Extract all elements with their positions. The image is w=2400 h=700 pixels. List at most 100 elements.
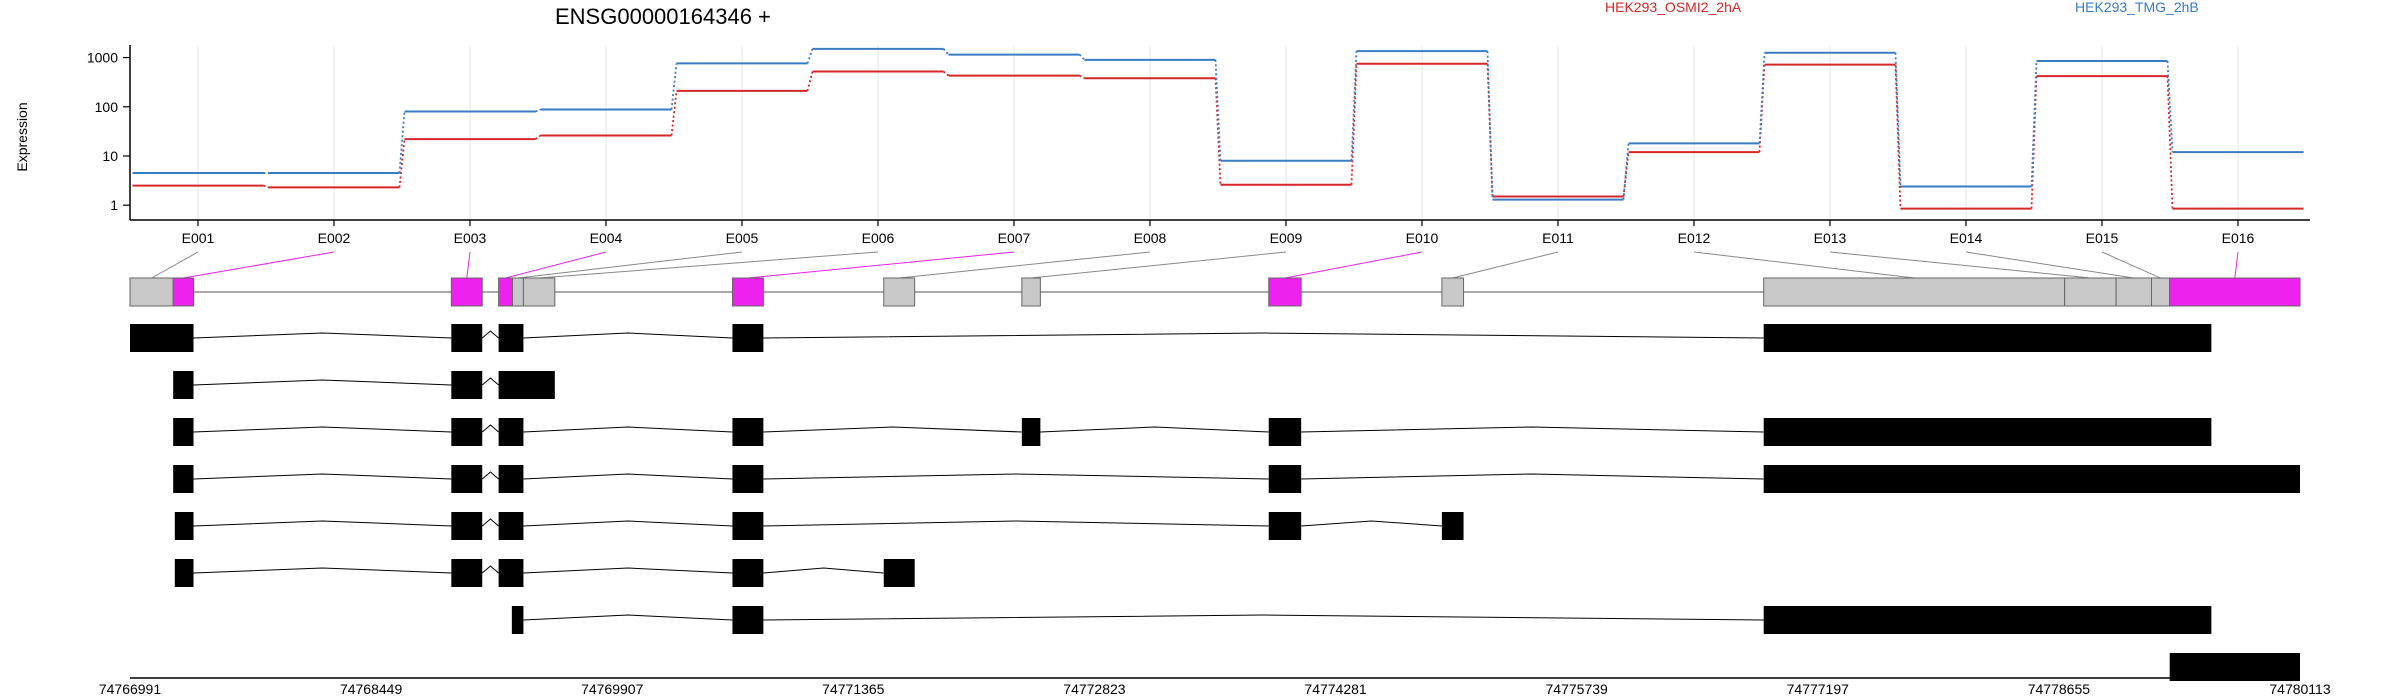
transcript-exon-block (174, 559, 194, 587)
exon-e011 (1441, 277, 1465, 307)
transcript-8 (2169, 653, 2300, 681)
transcript-intron (763, 520, 1269, 527)
transcript-exon-block (1268, 512, 1302, 540)
transcript-exon-block (498, 324, 524, 352)
connector-e014 (1965, 251, 2134, 279)
transcript-intron (1040, 426, 1269, 433)
coord-tick-label: 74780113 (2269, 681, 2330, 697)
transcript-intron (1301, 520, 1442, 527)
transcript-exon-block (173, 418, 194, 446)
x-tick-label-e005: E005 (726, 230, 759, 246)
transcript-exon-block (883, 559, 915, 587)
transcript-5 (174, 512, 1464, 540)
exon-e016 (2169, 277, 2301, 307)
gene-model-exons (129, 277, 2301, 307)
exon-connector-lines (151, 251, 2239, 279)
transcript-2 (173, 371, 555, 399)
y-tick-label: 1 (110, 197, 118, 213)
exon-e001 (129, 277, 174, 307)
series-1-connector (398, 111, 406, 174)
transcript-exon-block (451, 418, 483, 446)
series-1-connector (1214, 59, 1222, 161)
series-0-connector (670, 90, 678, 136)
exon-e004 (498, 277, 514, 307)
transcript-intron (1301, 426, 1764, 433)
transcript-intron (523, 473, 733, 480)
transcript-models (130, 324, 2300, 681)
series-0-connector (1622, 151, 1630, 197)
series-1-connector (1758, 52, 1766, 144)
coord-tick-label: 74768449 (340, 681, 403, 697)
x-tick-label-e008: E008 (1134, 230, 1167, 246)
transcript-exon-block (498, 371, 555, 399)
transcript-exon-block (1763, 418, 2212, 446)
transcript-intron (193, 379, 452, 386)
x-tick-label-e010: E010 (1406, 230, 1439, 246)
x-tick-label-e007: E007 (998, 230, 1031, 246)
series-1 (132, 47, 2304, 201)
transcript-exon-block (1763, 465, 2300, 493)
coord-tick-label: 74774281 (1304, 681, 1367, 697)
transcript-intron (481, 330, 499, 339)
transcript-intron (193, 567, 452, 574)
series-1-connector (2030, 60, 2038, 187)
transcript-exon-block (451, 324, 483, 352)
transcript-exon-block (732, 559, 764, 587)
transcript-exon-block (451, 512, 483, 540)
series-0-connector (806, 71, 814, 92)
series-0-connector (1214, 78, 1222, 185)
exon-e013 (2064, 277, 2117, 307)
exon-e005 (512, 277, 524, 307)
coord-tick-label: 74778655 (2028, 681, 2091, 697)
transcript-exon-block (732, 324, 764, 352)
transcript-intron (763, 426, 1022, 433)
connector-e010 (1284, 251, 1423, 279)
series-1-connector (670, 63, 678, 110)
transcript-exon-block (451, 465, 483, 493)
transcript-intron (1301, 473, 1764, 480)
x-tick-label-e012: E012 (1678, 230, 1711, 246)
x-tick-label-e001: E001 (182, 230, 215, 246)
series-1-connector (1078, 53, 1086, 61)
coord-tick-label: 74772823 (1063, 681, 1126, 697)
x-tick-label-e016: E016 (2222, 230, 2255, 246)
transcript-intron (763, 473, 1269, 480)
transcript-exon-block (498, 418, 524, 446)
transcript-exon-block (498, 512, 524, 540)
transcript-exon-block (451, 559, 483, 587)
transcript-exon-block (732, 465, 764, 493)
y-axis-label: Expression (14, 102, 30, 171)
transcript-intron (481, 565, 499, 574)
coord-tick-label: 74769907 (581, 681, 644, 697)
coord-tick-label: 74777197 (1787, 681, 1850, 697)
exon-e006 (522, 277, 556, 307)
x-tick-label-e003: E003 (454, 230, 487, 246)
transcript-intron (481, 518, 499, 527)
series-0-connector (1758, 64, 1766, 153)
transcript-intron (523, 520, 733, 527)
gene-title: ENSG00000164346 + (555, 4, 771, 29)
series-0-connector (1894, 64, 1902, 209)
series-1-connector (806, 48, 814, 64)
connector-e013 (1829, 251, 2091, 279)
connector-e004 (505, 251, 607, 279)
transcript-intron (523, 332, 733, 339)
series-0-connector (1079, 74, 1085, 80)
exon-e015 (2150, 277, 2171, 307)
connector-e006 (539, 251, 879, 279)
exon-e009 (1021, 277, 1041, 307)
coord-tick-label: 74766991 (99, 681, 162, 697)
transcript-intron (763, 614, 1764, 621)
transcript-exon-block (173, 465, 194, 493)
exon-e012 (1763, 277, 2066, 307)
x-tick-label-e004: E004 (590, 230, 623, 246)
transcript-6 (174, 559, 915, 587)
transcript-exon-block (1268, 418, 1302, 446)
transcript-1 (130, 324, 2212, 352)
transcript-intron (481, 471, 499, 480)
x-tick-label-e015: E015 (2086, 230, 2119, 246)
connector-e011 (1452, 251, 1559, 279)
transcript-exon-block (1763, 324, 2212, 352)
x-tick-label-e014: E014 (1950, 230, 1983, 246)
